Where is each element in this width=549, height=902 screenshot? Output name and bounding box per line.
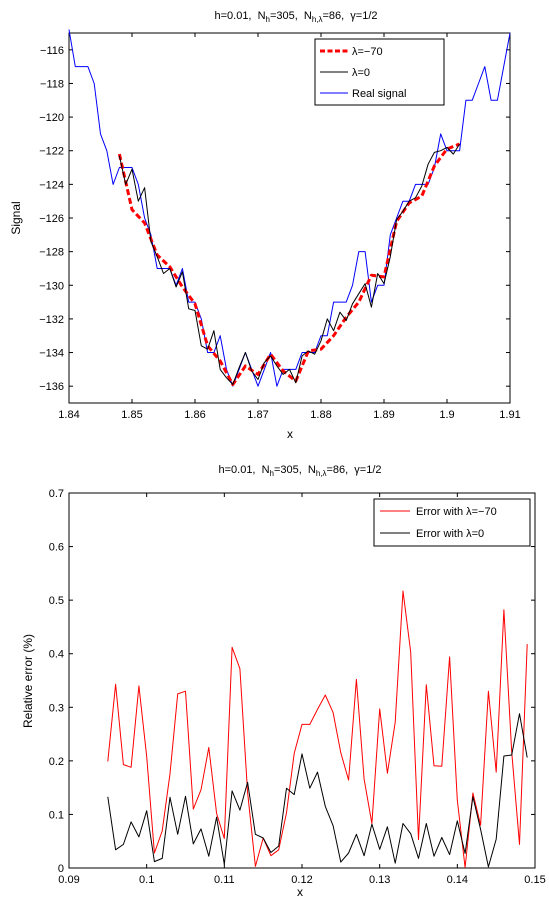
bottom-x-tick-label: 0.15: [524, 874, 545, 886]
bottom-x-tick-label: 0.09: [58, 874, 79, 886]
top-y-tick-label: −132: [39, 314, 64, 326]
bottom-x-axis: 0.09 0.1 0.11 0.12 0.13 0.14 0.15: [58, 493, 546, 886]
bottom-series-group: [107, 590, 528, 868]
bottom-y-tick-label: 0.7: [49, 488, 64, 500]
top-y-tick-label: −136: [39, 381, 64, 393]
top-y-tick-label: −130: [39, 280, 64, 292]
bottom-y-tick-label: 0.3: [49, 702, 64, 714]
bottom-legend-box: [373, 498, 531, 547]
bottom-y-tick-label: 0.4: [49, 649, 64, 661]
top-legend-label-lambda-70: λ=−70: [352, 46, 383, 58]
bottom-chart-title: h=0.01, Nh=305, Nh,λ=86, γ=1/2: [218, 464, 381, 478]
top-y-axis-label: Signal: [9, 201, 23, 234]
bottom-series-line-1: [107, 713, 528, 868]
bottom-x-tick-label: 0.1: [139, 874, 154, 886]
top-x-tick-label: 1.9: [439, 409, 454, 421]
bottom-y-tick-label: 0.6: [49, 542, 64, 554]
top-y-tick-label: −120: [39, 112, 64, 124]
top-y-tick-label: −128: [39, 247, 64, 259]
top-y-tick-label: −122: [39, 146, 64, 158]
top-series-line-0: [117, 142, 461, 386]
top-x-tick-label: 1.86: [184, 409, 205, 421]
top-x-tick-label: 1.85: [121, 409, 142, 421]
top-x-tick-label: 1.91: [499, 409, 520, 421]
top-x-axis-label: x: [287, 427, 293, 441]
top-series-line-1: [118, 143, 461, 385]
bottom-chart: h=0.01, Nh=305, Nh,λ=86, γ=1/2 0.09 0.1 0.…: [21, 464, 546, 899]
top-y-tick-label: −118: [40, 78, 64, 90]
top-y-tick-label: −116: [40, 45, 64, 57]
bottom-x-tick-label: 0.11: [214, 874, 235, 886]
bottom-y-tick-label: 0: [58, 863, 64, 875]
top-x-tick-label: 1.89: [373, 409, 394, 421]
bottom-legend: Error with λ=−70 Error with λ=0: [373, 498, 531, 547]
bottom-y-tick-label: 0.2: [49, 756, 64, 768]
bottom-legend-label-lambda-70: Error with λ=−70: [416, 506, 497, 518]
bottom-legend-label-lambda-0: Error with λ=0: [416, 528, 484, 540]
top-legend: λ=−70 λ=0 Real signal: [314, 38, 445, 106]
bottom-y-axis: 0 0.1 0.2 0.3 0.4 0.5 0.6 0.7: [49, 488, 535, 875]
bottom-x-tick-label: 0.12: [291, 874, 312, 886]
bottom-plot-area: [68, 492, 536, 869]
bottom-x-tick-label: 0.13: [369, 874, 390, 886]
top-chart-title: h=0.01, Nh=305, Nh,λ=86, γ=1/2: [214, 10, 377, 24]
top-y-axis: −116 −118 −120 −122 −124 −126 −128 −130 −132 −134…: [39, 45, 510, 393]
bottom-series-line-0: [107, 590, 528, 868]
bottom-x-axis-label: x: [297, 885, 303, 899]
top-x-axis: 1.84 1.85 1.86 1.87 1.88 1.89 1.9 1.91: [58, 33, 521, 421]
top-chart: h=0.01, Nh=305, Nh,λ=86, γ=1/2 1.84 1.85 1…: [9, 10, 521, 441]
bottom-y-tick-label: 0.5: [49, 595, 64, 607]
top-y-tick-label: −124: [39, 179, 64, 191]
top-series-group: [68, 29, 511, 387]
bottom-y-axis-label: Relative error (%): [21, 634, 35, 728]
top-legend-label-lambda-0: λ=0: [352, 67, 370, 79]
top-x-tick-label: 1.87: [247, 409, 268, 421]
top-x-tick-label: 1.88: [310, 409, 331, 421]
top-y-tick-label: −134: [39, 348, 64, 360]
bottom-y-tick-label: 0.1: [49, 809, 64, 821]
top-x-tick-label: 1.84: [58, 409, 79, 421]
top-y-tick-label: −126: [39, 213, 64, 225]
bottom-x-tick-label: 0.14: [447, 874, 468, 886]
top-legend-label-real-signal: Real signal: [352, 88, 406, 100]
